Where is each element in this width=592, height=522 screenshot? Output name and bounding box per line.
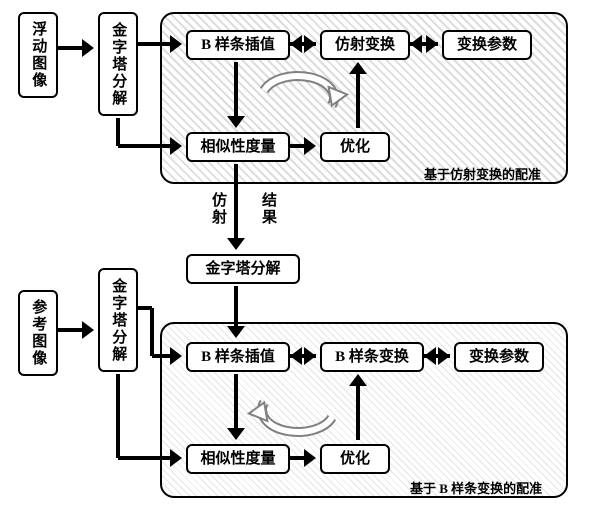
label-affine-result-b: 结果 bbox=[258, 192, 279, 226]
node-affine-transform: 仿射变换 bbox=[320, 30, 410, 60]
node-ref-image: 参考图像 bbox=[18, 290, 58, 376]
node-bspline-interp-2: B 样条插值 bbox=[186, 342, 290, 372]
node-pyramid-3: 金字塔分解 bbox=[186, 254, 300, 284]
node-pyramid-2: 金字塔分解 bbox=[98, 268, 138, 372]
node-optimize-1: 优化 bbox=[320, 132, 390, 162]
node-similarity-2: 相似性度量 bbox=[186, 444, 290, 474]
label-affine-result-a: 仿射 bbox=[208, 192, 229, 226]
node-similarity-1: 相似性度量 bbox=[186, 132, 290, 162]
node-transform-params-2: 变换参数 bbox=[454, 342, 544, 372]
region-bspline-caption: 基于 B 样条变换的配准 bbox=[410, 478, 542, 497]
region-affine-caption: 基于仿射变换的配准 bbox=[424, 164, 541, 183]
node-pyramid-1: 金字塔分解 bbox=[98, 12, 138, 116]
node-optimize-2: 优化 bbox=[320, 444, 390, 474]
node-transform-params-1: 变换参数 bbox=[442, 30, 532, 60]
node-float-image: 浮动图像 bbox=[18, 12, 58, 98]
node-bspline-interp-1: B 样条插值 bbox=[186, 30, 290, 60]
node-bspline-transform: B 样条变换 bbox=[320, 342, 424, 372]
